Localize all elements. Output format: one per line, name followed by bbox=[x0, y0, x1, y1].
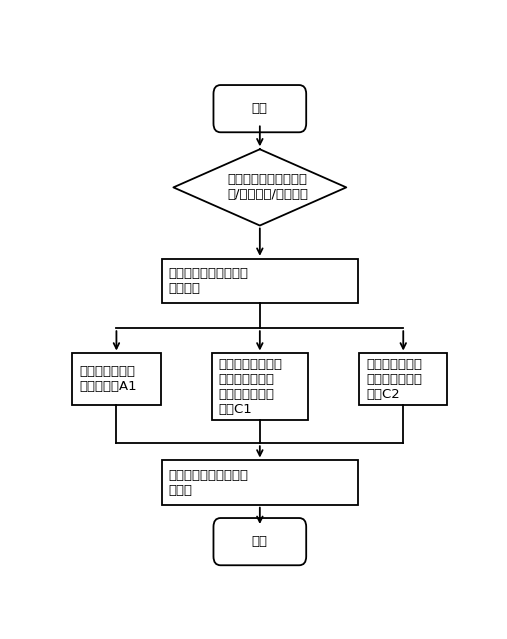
Bar bbox=[162, 259, 358, 303]
FancyBboxPatch shape bbox=[213, 518, 306, 566]
Polygon shape bbox=[173, 150, 346, 226]
Bar bbox=[72, 353, 161, 405]
FancyBboxPatch shape bbox=[213, 85, 306, 132]
Text: 开始: 开始 bbox=[252, 102, 268, 115]
Text: 判断所需超声功能（混
匀/抖落试剂/消除气泡: 判断所需超声功能（混 匀/抖落试剂/消除气泡 bbox=[227, 173, 308, 201]
Text: 超声探头与试剂储存腔
外壁贴合: 超声探头与试剂储存腔 外壁贴合 bbox=[169, 267, 248, 295]
Bar bbox=[212, 353, 308, 420]
Bar bbox=[162, 461, 358, 505]
Text: 需要混匀执行连
续超声时段A1: 需要混匀执行连 续超声时段A1 bbox=[79, 366, 137, 393]
Text: 结束: 结束 bbox=[252, 535, 268, 548]
Text: 超声探头停止工作，退
回原位: 超声探头停止工作，退 回原位 bbox=[169, 468, 248, 497]
Text: 需要抖落试剂（或
解决试剂分段，
执行间歇式超声
时段C1: 需要抖落试剂（或 解决试剂分段， 执行间歇式超声 时段C1 bbox=[219, 358, 283, 415]
Text: 需要消除气泡，
执行间歇式超声
时段C2: 需要消除气泡， 执行间歇式超声 时段C2 bbox=[366, 358, 422, 401]
Bar bbox=[359, 353, 448, 405]
